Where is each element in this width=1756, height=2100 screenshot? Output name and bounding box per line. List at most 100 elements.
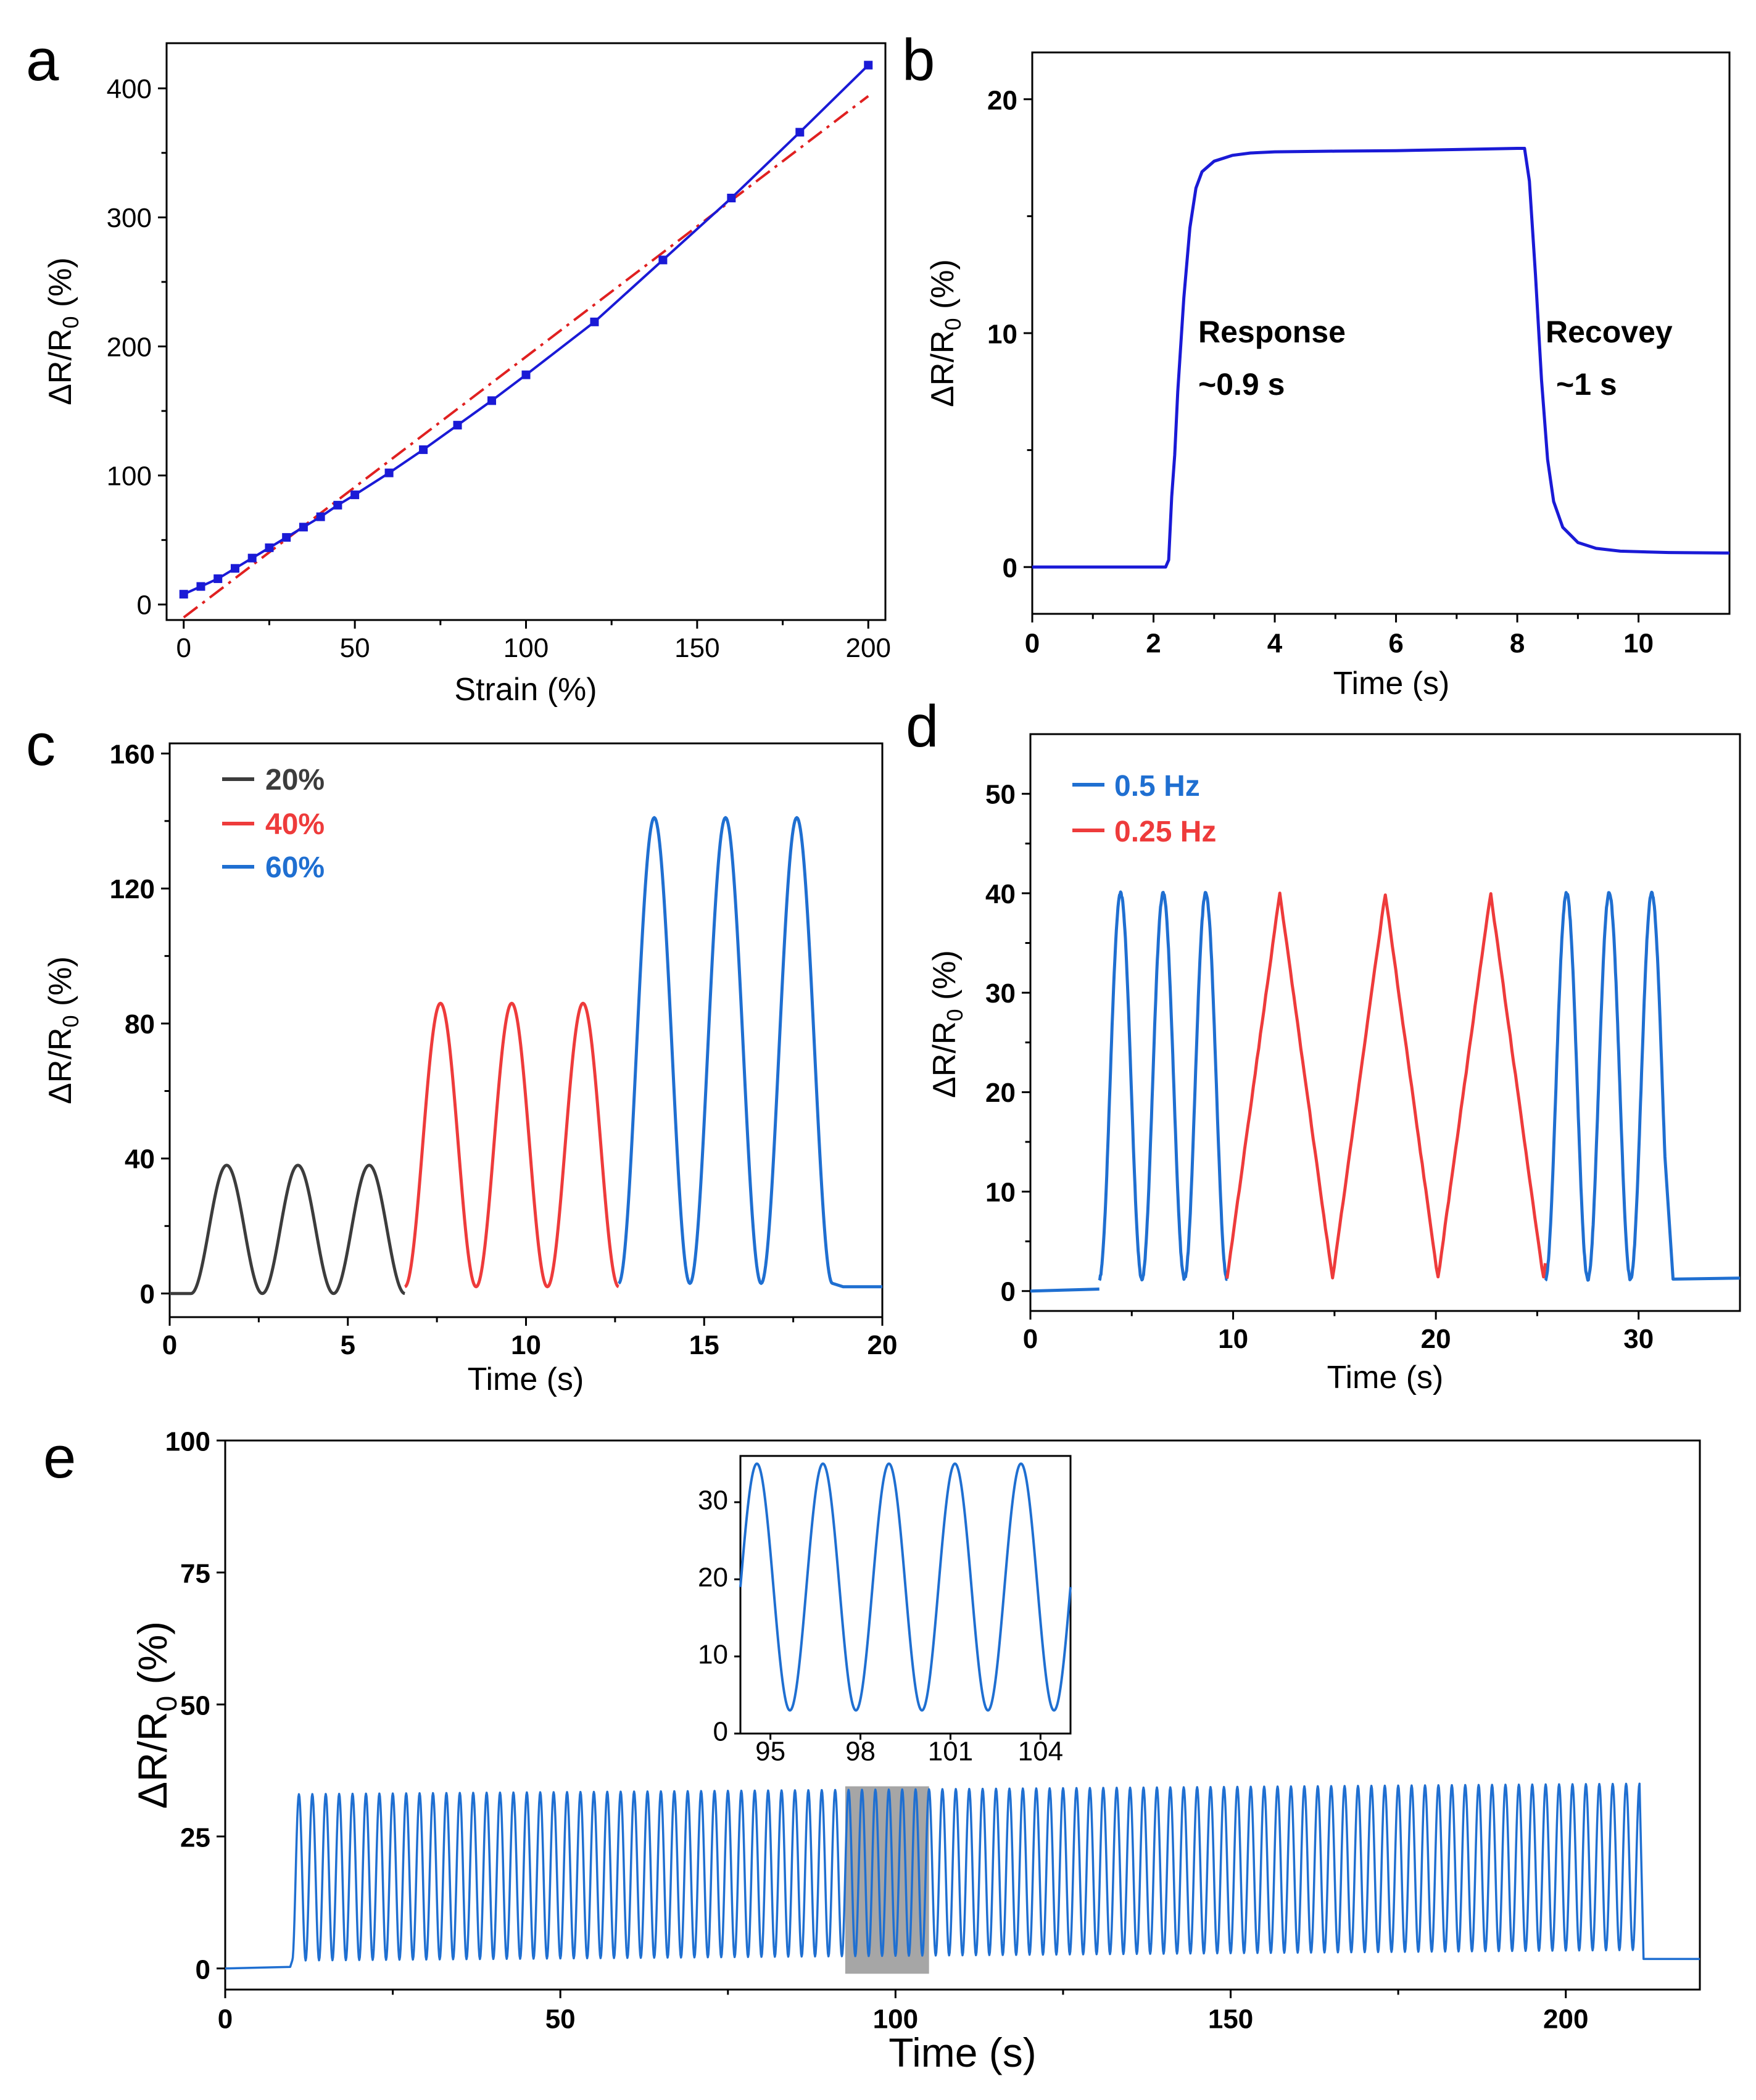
x-tick-label: 10 [1623, 628, 1654, 658]
data-point [282, 533, 291, 542]
x-tick-label: 4 [1267, 628, 1283, 658]
y-tick-label: 25 [180, 1822, 210, 1853]
annotation-recovery: Recovey [1546, 315, 1673, 349]
x-tick-label: 0 [1023, 1324, 1038, 1354]
y-tick-label: 10 [698, 1640, 728, 1670]
panel-label-a: a [26, 27, 59, 93]
plot-area-c [170, 817, 882, 1293]
series-0p5hz-seg [1100, 892, 1227, 1281]
x-tick-label: 6 [1388, 628, 1403, 658]
plot-area-b [1032, 148, 1729, 567]
y-axis-label-d: ΔR/R0 (%) [927, 950, 967, 1098]
x-tick-label: 200 [846, 633, 891, 663]
panel-label-d: d [906, 693, 938, 759]
y-tick-label: 10 [987, 320, 1017, 350]
legend-label-40: 40% [265, 808, 325, 841]
y-axis-label-e: ΔR/R0 (%) [130, 1621, 183, 1809]
series-40pct [405, 1003, 619, 1287]
data-point [590, 318, 598, 326]
y-tick-label: 50 [180, 1690, 210, 1721]
axis-ticks-b: 0 2 4 6 8 10 0 10 20 [987, 85, 1654, 658]
data-point [248, 554, 257, 563]
x-tick-label: 0 [176, 633, 191, 663]
series-20pct [170, 1165, 405, 1294]
data-point [333, 501, 342, 510]
y-tick-label: 20 [698, 1563, 728, 1593]
x-tick-label: 104 [1018, 1737, 1063, 1767]
legend-d: 0.5 Hz 0.25 Hz [1072, 770, 1216, 848]
x-axis-label-a: Strain (%) [454, 672, 597, 708]
y-tick-label: 100 [165, 1427, 210, 1457]
data-point [727, 194, 735, 202]
y-tick-label: 300 [107, 203, 152, 233]
x-tick-label: 20 [1421, 1324, 1451, 1354]
x-tick-label: 0 [218, 2004, 233, 2034]
data-point [864, 61, 872, 70]
measured-line [184, 65, 869, 595]
axis-ticks-d: 0 10 20 30 0 10 20 30 40 50 [985, 780, 1654, 1355]
panel-label-e: e [43, 1424, 76, 1490]
plot-frame-a [167, 43, 885, 620]
legend-label-0p5hz: 0.5 Hz [1114, 770, 1200, 803]
y-tick-label: 0 [137, 590, 152, 621]
data-point [180, 590, 188, 598]
response-curve [1032, 148, 1729, 567]
panel-label-c: c [26, 712, 56, 778]
series-60pct [619, 817, 882, 1286]
y-tick-label: 160 [110, 739, 155, 769]
annotation-response-time: ~0.9 s [1198, 367, 1285, 402]
cycling-series [225, 1784, 1700, 1969]
y-tick-label: 120 [110, 874, 155, 904]
x-tick-label: 10 [1218, 1324, 1248, 1354]
y-tick-label: 200 [107, 332, 152, 362]
x-tick-label: 20 [868, 1330, 898, 1360]
x-tick-label: 101 [928, 1737, 973, 1767]
data-point [522, 371, 531, 379]
x-tick-label: 2 [1146, 628, 1161, 658]
annotation-response: Response [1198, 315, 1346, 349]
legend-label-60: 60% [265, 851, 325, 884]
panel-a: a 0 50 100 150 200 0 100 200 300 400 Strain (%) Δ… [26, 27, 891, 708]
x-axis-label-d: Time (s) [1327, 1360, 1444, 1395]
data-point [419, 445, 428, 454]
data-point [385, 469, 394, 477]
y-axis-label-c: ΔR/R0 (%) [43, 956, 83, 1104]
data-point [196, 582, 205, 591]
data-point [487, 396, 496, 405]
data-point [317, 513, 325, 521]
x-tick-label: 15 [689, 1330, 719, 1360]
x-tick-label: 98 [845, 1737, 876, 1767]
x-tick-label: 200 [1543, 2004, 1588, 2034]
y-tick-label: 0 [1003, 553, 1017, 584]
x-tick-label: 95 [755, 1737, 785, 1767]
y-tick-label: 0 [1001, 1277, 1016, 1307]
y-axis-label-b: ΔR/R0 (%) [925, 259, 966, 407]
plot-area-a [180, 61, 873, 618]
x-axis-label-c: Time (s) [468, 1362, 584, 1397]
x-tick-label: 30 [1623, 1324, 1654, 1354]
series-0p5hz-seg [1546, 892, 1740, 1280]
legend-c: 20% 40% 60% [222, 764, 325, 884]
x-tick-label: 50 [545, 2004, 576, 2034]
y-tick-label: 10 [985, 1177, 1016, 1207]
y-tick-label: 0 [196, 1954, 210, 1985]
data-point [231, 564, 239, 573]
figure: a 0 50 100 150 2000100200300400 Strain (%) Δ… [0, 0, 1756, 2100]
series-0p25hz [1227, 893, 1546, 1279]
x-tick-label: 0 [162, 1330, 177, 1360]
plot-area-e [225, 1784, 1700, 1974]
data-point [453, 421, 462, 429]
plot-area-d [1030, 892, 1740, 1291]
x-tick-label: 50 [340, 633, 370, 663]
data-point [658, 255, 667, 264]
data-point [213, 574, 222, 583]
y-tick-label: 0 [140, 1279, 155, 1310]
y-tick-label: 80 [125, 1009, 155, 1040]
y-tick-label: 30 [985, 978, 1016, 1009]
y-axis-label-a: ΔR/R0 (%) [43, 257, 83, 405]
data-point [795, 128, 804, 136]
legend-label-0p25hz: 0.25 Hz [1114, 816, 1216, 848]
panel-d: d 0 10 20 30 0 10 20 30 40 50 0.5 Hz 0.25 Hz Time… [906, 693, 1740, 1395]
legend-label-20: 20% [265, 764, 325, 796]
panel-c: c 0 5 10 15 20 0 40 80 120 160 20% 40% 60% Time (… [26, 712, 897, 1397]
